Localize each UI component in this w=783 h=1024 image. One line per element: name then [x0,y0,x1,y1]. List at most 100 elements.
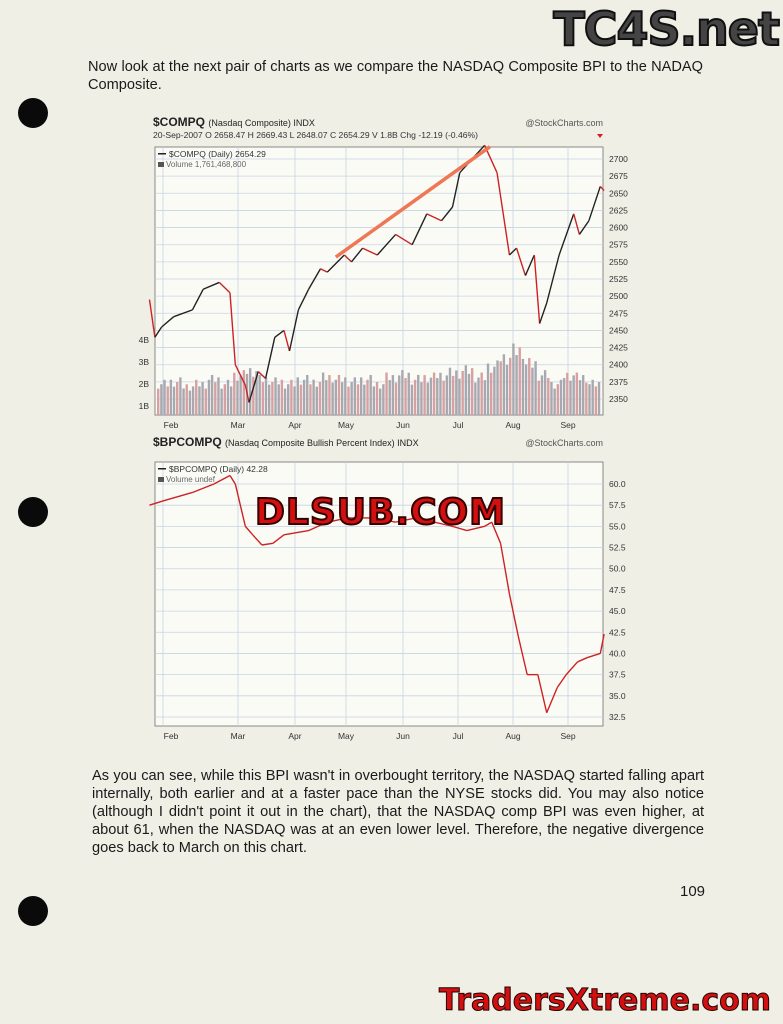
volume-bar [372,386,376,415]
volume-bar [236,380,239,415]
punch-hole [18,98,48,128]
y-tick-label: 2600 [609,223,628,233]
y-tick-label: 2525 [609,274,628,284]
price-line-segment [173,309,193,318]
volume-bar [334,379,337,415]
volume-bar [518,347,521,415]
volume-bar [578,380,582,415]
price-line-segment [264,337,276,379]
volume-bar [382,384,385,415]
y-tick-label: 32.5 [609,712,626,722]
price-line-segment [297,288,310,311]
price-line-segment [599,634,605,654]
volume-bar [195,379,198,415]
volume-bar [201,382,204,415]
chart-title: $BPCOMPQ (Nasdaq Composite Bullish Perce… [153,435,419,449]
price-line-segment [244,385,250,403]
price-line-segment [556,674,567,688]
price-line-segment [229,292,237,365]
price-line-segment [395,517,416,523]
volume-bar [191,386,195,415]
volume-bar [591,379,594,415]
price-line-segment [558,213,575,256]
volume-bar [543,370,547,415]
volume-tick-label: 4B [139,335,150,345]
price-line-segment [218,281,231,294]
x-tick-label: Apr [288,731,301,741]
volume-bar [528,358,531,415]
volume-bar [426,382,429,415]
volume-bar [369,374,372,415]
volume-bar [388,380,391,415]
price-line-segment [499,543,511,595]
volume-bar [242,370,246,415]
x-tick-label: Mar [231,731,246,741]
price-line-segment [440,206,454,222]
price-line-segment [411,213,428,246]
volume-bar [379,388,382,415]
price-line-segment [415,517,435,523]
legend-price: $COMPQ (Daily) 2654.29 [169,149,266,159]
price-line-segment [586,652,601,659]
volume-bar [261,382,265,415]
volume-bar [588,384,591,415]
price-line-segment [202,281,220,290]
price-line-segment [229,475,236,485]
price-line-segment [434,521,453,528]
price-line-segment [161,316,175,328]
x-tick-label: Jun [396,731,410,741]
volume-bar [207,379,211,415]
price-line-segment [451,172,461,208]
volume-icon [158,477,164,482]
volume-bar [366,379,369,415]
volume-bar [483,380,487,415]
price-line-segment [373,517,396,523]
volume-bar [353,377,357,415]
volume-bar [258,374,261,415]
price-line-segment [274,329,285,338]
volume-bar [486,363,490,415]
volume-bar [442,380,445,415]
volume-bar [521,358,525,415]
volume-bar [157,388,160,415]
x-tick-label: Aug [505,731,520,741]
volume-bar [248,368,252,415]
y-tick-label: 2375 [609,377,628,387]
y-tick-label: 60.0 [609,479,626,489]
price-line-segment [537,674,548,713]
volume-bar [179,377,182,415]
legend-price: $BPCOMPQ (Daily) 42.28 [169,464,268,474]
y-tick-label: 2350 [609,394,628,404]
y-tick-label: 2675 [609,171,628,181]
y-tick-label: 42.5 [609,627,626,637]
y-tick-label: 35.0 [609,691,626,701]
volume-bar [309,384,312,415]
price-line-segment [148,299,156,338]
plot-area [154,461,604,727]
volume-bar [455,370,458,415]
volume-bar [356,384,360,415]
stockcharts-credit: @StockCharts.com [525,118,603,128]
price-line-segment [288,309,300,352]
y-tick-label: 45.0 [609,606,626,616]
price-line-segment [272,534,285,544]
volume-bar [188,390,192,415]
volume-bar [344,377,347,415]
volume-bar [166,386,169,415]
volume-bar [350,382,353,415]
price-line-segment [283,330,291,352]
volume-bar [229,386,233,415]
volume-bar [464,365,468,415]
price-line-segment [162,491,193,502]
volume-bar [467,373,471,415]
volume-bar [290,379,293,415]
volume-bar [404,378,407,415]
punch-hole [18,896,48,926]
volume-bar [547,378,550,415]
volume-bar [394,382,398,415]
x-tick-label: Mar [231,420,246,430]
volume-bar [420,382,423,415]
price-line-segment [234,483,247,527]
volume-bar [277,384,280,415]
